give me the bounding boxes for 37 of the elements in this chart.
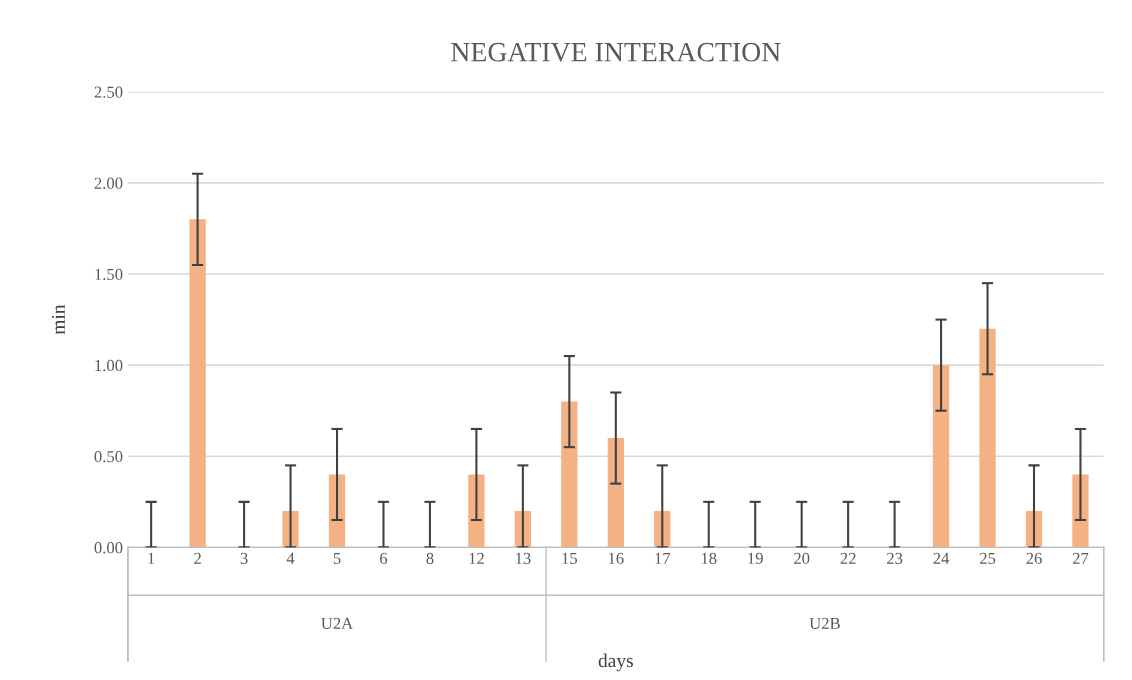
x-tick-label: 18 (701, 552, 717, 564)
y-tick-label: 2.00 (94, 177, 123, 189)
x-tick-label: 8 (426, 552, 434, 564)
x-axis-title: days (598, 653, 633, 672)
x-tick-label: 2 (194, 552, 201, 564)
text: U2A (321, 617, 354, 630)
x-tick-label: 6 (380, 552, 388, 564)
x-tick-label: 27 (1072, 552, 1089, 564)
x-tick-label: 24 (933, 552, 950, 564)
x-tick-label: 5 (333, 552, 341, 564)
x-tick-label: 22 (840, 552, 856, 564)
x-tick-label: 23 (887, 552, 903, 564)
y-tick-label: 0.00 (94, 542, 123, 554)
x-tick-label: 19 (748, 552, 763, 564)
y-axis-title: min (51, 304, 65, 335)
x-tick-label: 15 (562, 552, 578, 564)
bar (979, 328, 996, 548)
y-tick-label: 1.50 (95, 268, 123, 281)
x-tick-label: 16 (608, 552, 624, 564)
x-tick-label: 25 (979, 552, 996, 564)
x-tick-label: 12 (469, 552, 484, 564)
y-tick-label: 1.00 (95, 359, 123, 372)
text: U2B (809, 617, 840, 630)
x-tick-label: 4 (286, 552, 295, 564)
x-tick-label: 17 (655, 552, 671, 564)
bar (607, 438, 624, 548)
bar (932, 365, 950, 548)
x-tick-label: 20 (794, 552, 810, 564)
y-tick-label: 2.50 (94, 86, 123, 98)
x-tick-label: 26 (1026, 552, 1042, 564)
x-tick-label: 3 (240, 552, 248, 564)
bar (189, 219, 206, 548)
x-tick-label: 1 (148, 552, 155, 564)
x-tick-label: 13 (516, 552, 531, 564)
y-tick-label: 0.50 (94, 450, 123, 463)
bar (561, 401, 578, 548)
chart-title: NEGATIVE INTERACTION (451, 42, 781, 62)
